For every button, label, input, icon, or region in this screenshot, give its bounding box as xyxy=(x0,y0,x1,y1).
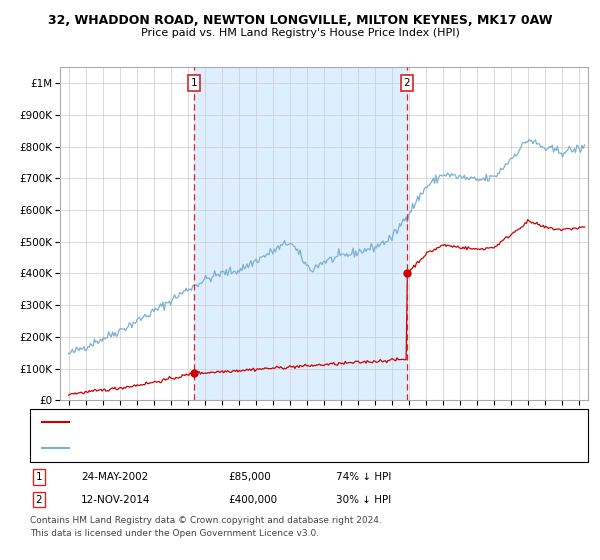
Text: Price paid vs. HM Land Registry's House Price Index (HPI): Price paid vs. HM Land Registry's House … xyxy=(140,28,460,38)
Text: 2: 2 xyxy=(35,494,43,505)
Text: 30% ↓ HPI: 30% ↓ HPI xyxy=(336,494,391,505)
Text: 24-MAY-2002: 24-MAY-2002 xyxy=(81,472,148,482)
Text: £85,000: £85,000 xyxy=(228,472,271,482)
Text: 12-NOV-2014: 12-NOV-2014 xyxy=(81,494,151,505)
Text: £400,000: £400,000 xyxy=(228,494,277,505)
Text: Contains HM Land Registry data © Crown copyright and database right 2024.: Contains HM Land Registry data © Crown c… xyxy=(30,516,382,525)
Text: 74% ↓ HPI: 74% ↓ HPI xyxy=(336,472,391,482)
Bar xyxy=(194,67,407,400)
Text: 1: 1 xyxy=(191,78,197,88)
Text: 32, WHADDON ROAD, NEWTON LONGVILLE, MILTON KEYNES, MK17 0AW (detached house): 32, WHADDON ROAD, NEWTON LONGVILLE, MILT… xyxy=(75,417,526,427)
Text: 2: 2 xyxy=(404,78,410,88)
Text: This data is licensed under the Open Government Licence v3.0.: This data is licensed under the Open Gov… xyxy=(30,529,319,538)
Text: HPI: Average price, detached house, Buckinghamshire: HPI: Average price, detached house, Buck… xyxy=(75,443,346,453)
Text: 1: 1 xyxy=(35,472,43,482)
Text: 32, WHADDON ROAD, NEWTON LONGVILLE, MILTON KEYNES, MK17 0AW: 32, WHADDON ROAD, NEWTON LONGVILLE, MILT… xyxy=(48,14,552,27)
